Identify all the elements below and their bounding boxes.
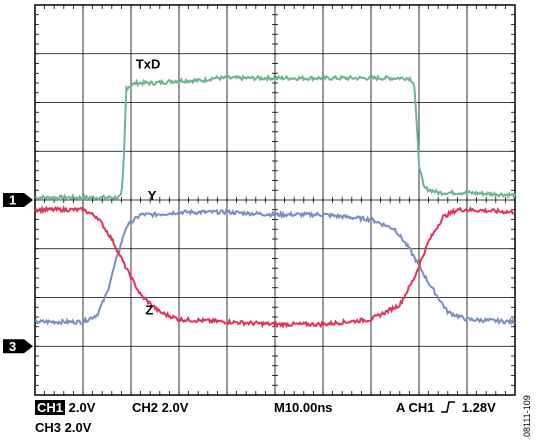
figure-id: 08111-109 (522, 395, 532, 437)
timebase-readout: M10.00ns (274, 400, 333, 415)
trigger-source: A CH1 (396, 400, 435, 415)
plot-grid (34, 4, 516, 396)
trigger-level: 1.28V (461, 400, 496, 415)
channel-marker-label: 3 (9, 339, 16, 354)
series-line-txd (34, 73, 516, 202)
ch3-readout: CH3 2.0V (35, 420, 92, 435)
ch2-readout: CH2 2.0V (132, 400, 189, 415)
series-line-y (34, 208, 516, 326)
ch1-readout: CH1 2.0V (35, 400, 95, 415)
trace-label-z: Z (145, 303, 153, 318)
ch1-scale: 2.0V (68, 400, 96, 415)
series-line-z (34, 205, 516, 329)
channel-marker-label: 1 (9, 193, 16, 208)
trace-label-txd: TxD (136, 56, 161, 71)
rising-edge-icon (441, 401, 456, 413)
channel-marker-1: 1 (3, 193, 33, 208)
trace-labels: TxD Y Z (136, 56, 161, 317)
trace-label-y: Y (148, 188, 157, 203)
ch1-badge: CH1 (35, 400, 66, 415)
plot-traces (34, 73, 516, 329)
channel-marker-3: 3 (3, 339, 33, 354)
trigger-readout: A CH1 1.28V (396, 400, 496, 415)
channel-markers: 13 (3, 193, 33, 354)
